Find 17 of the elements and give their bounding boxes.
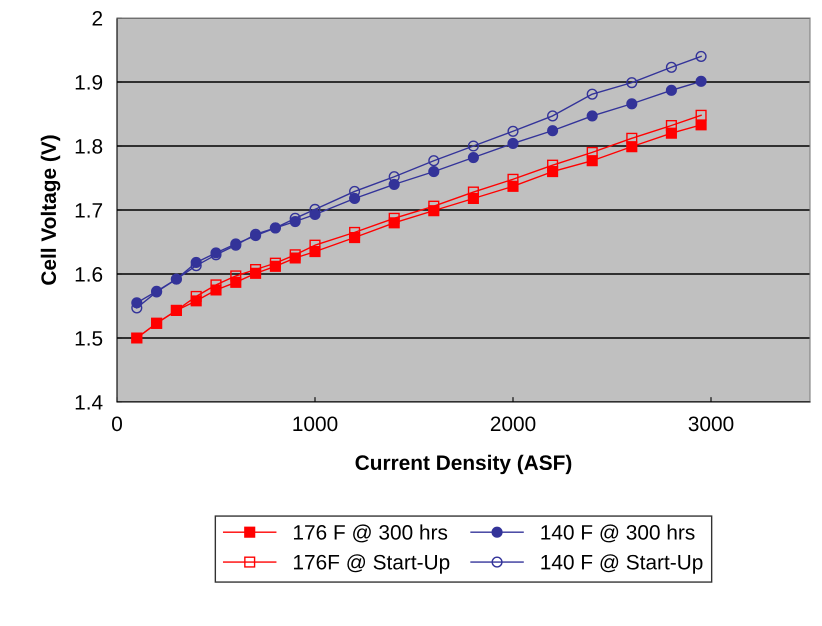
- legend-label: 140 F @ Start-Up: [541, 554, 702, 574]
- y-tick-label: 2: [92, 11, 102, 26]
- y-tick-label: 1.9: [76, 75, 102, 90]
- y-tick-label: 1.4: [76, 395, 103, 410]
- legend-label: 176F @ Start-Up: [294, 554, 450, 574]
- y-tick-label: 1.7: [76, 203, 102, 218]
- legend-label: 140 F @ 300 hrs: [541, 524, 695, 542]
- y-axis-title: Cell Voltage (V): [40, 135, 60, 285]
- x-tick-label: 3000: [688, 416, 734, 432]
- legend-label: 176 F @ 300 hrs: [294, 524, 448, 542]
- x-tick-label: 2000: [490, 416, 536, 432]
- x-axis-title: Current Density (ASF): [356, 454, 572, 474]
- x-tick-label: 1000: [293, 416, 338, 432]
- y-tick-label: 1.8: [76, 139, 102, 154]
- y-tick-label: 1.6: [76, 267, 102, 282]
- x-tick-label: 0: [112, 416, 122, 432]
- y-tick-label: 1.5: [76, 331, 102, 346]
